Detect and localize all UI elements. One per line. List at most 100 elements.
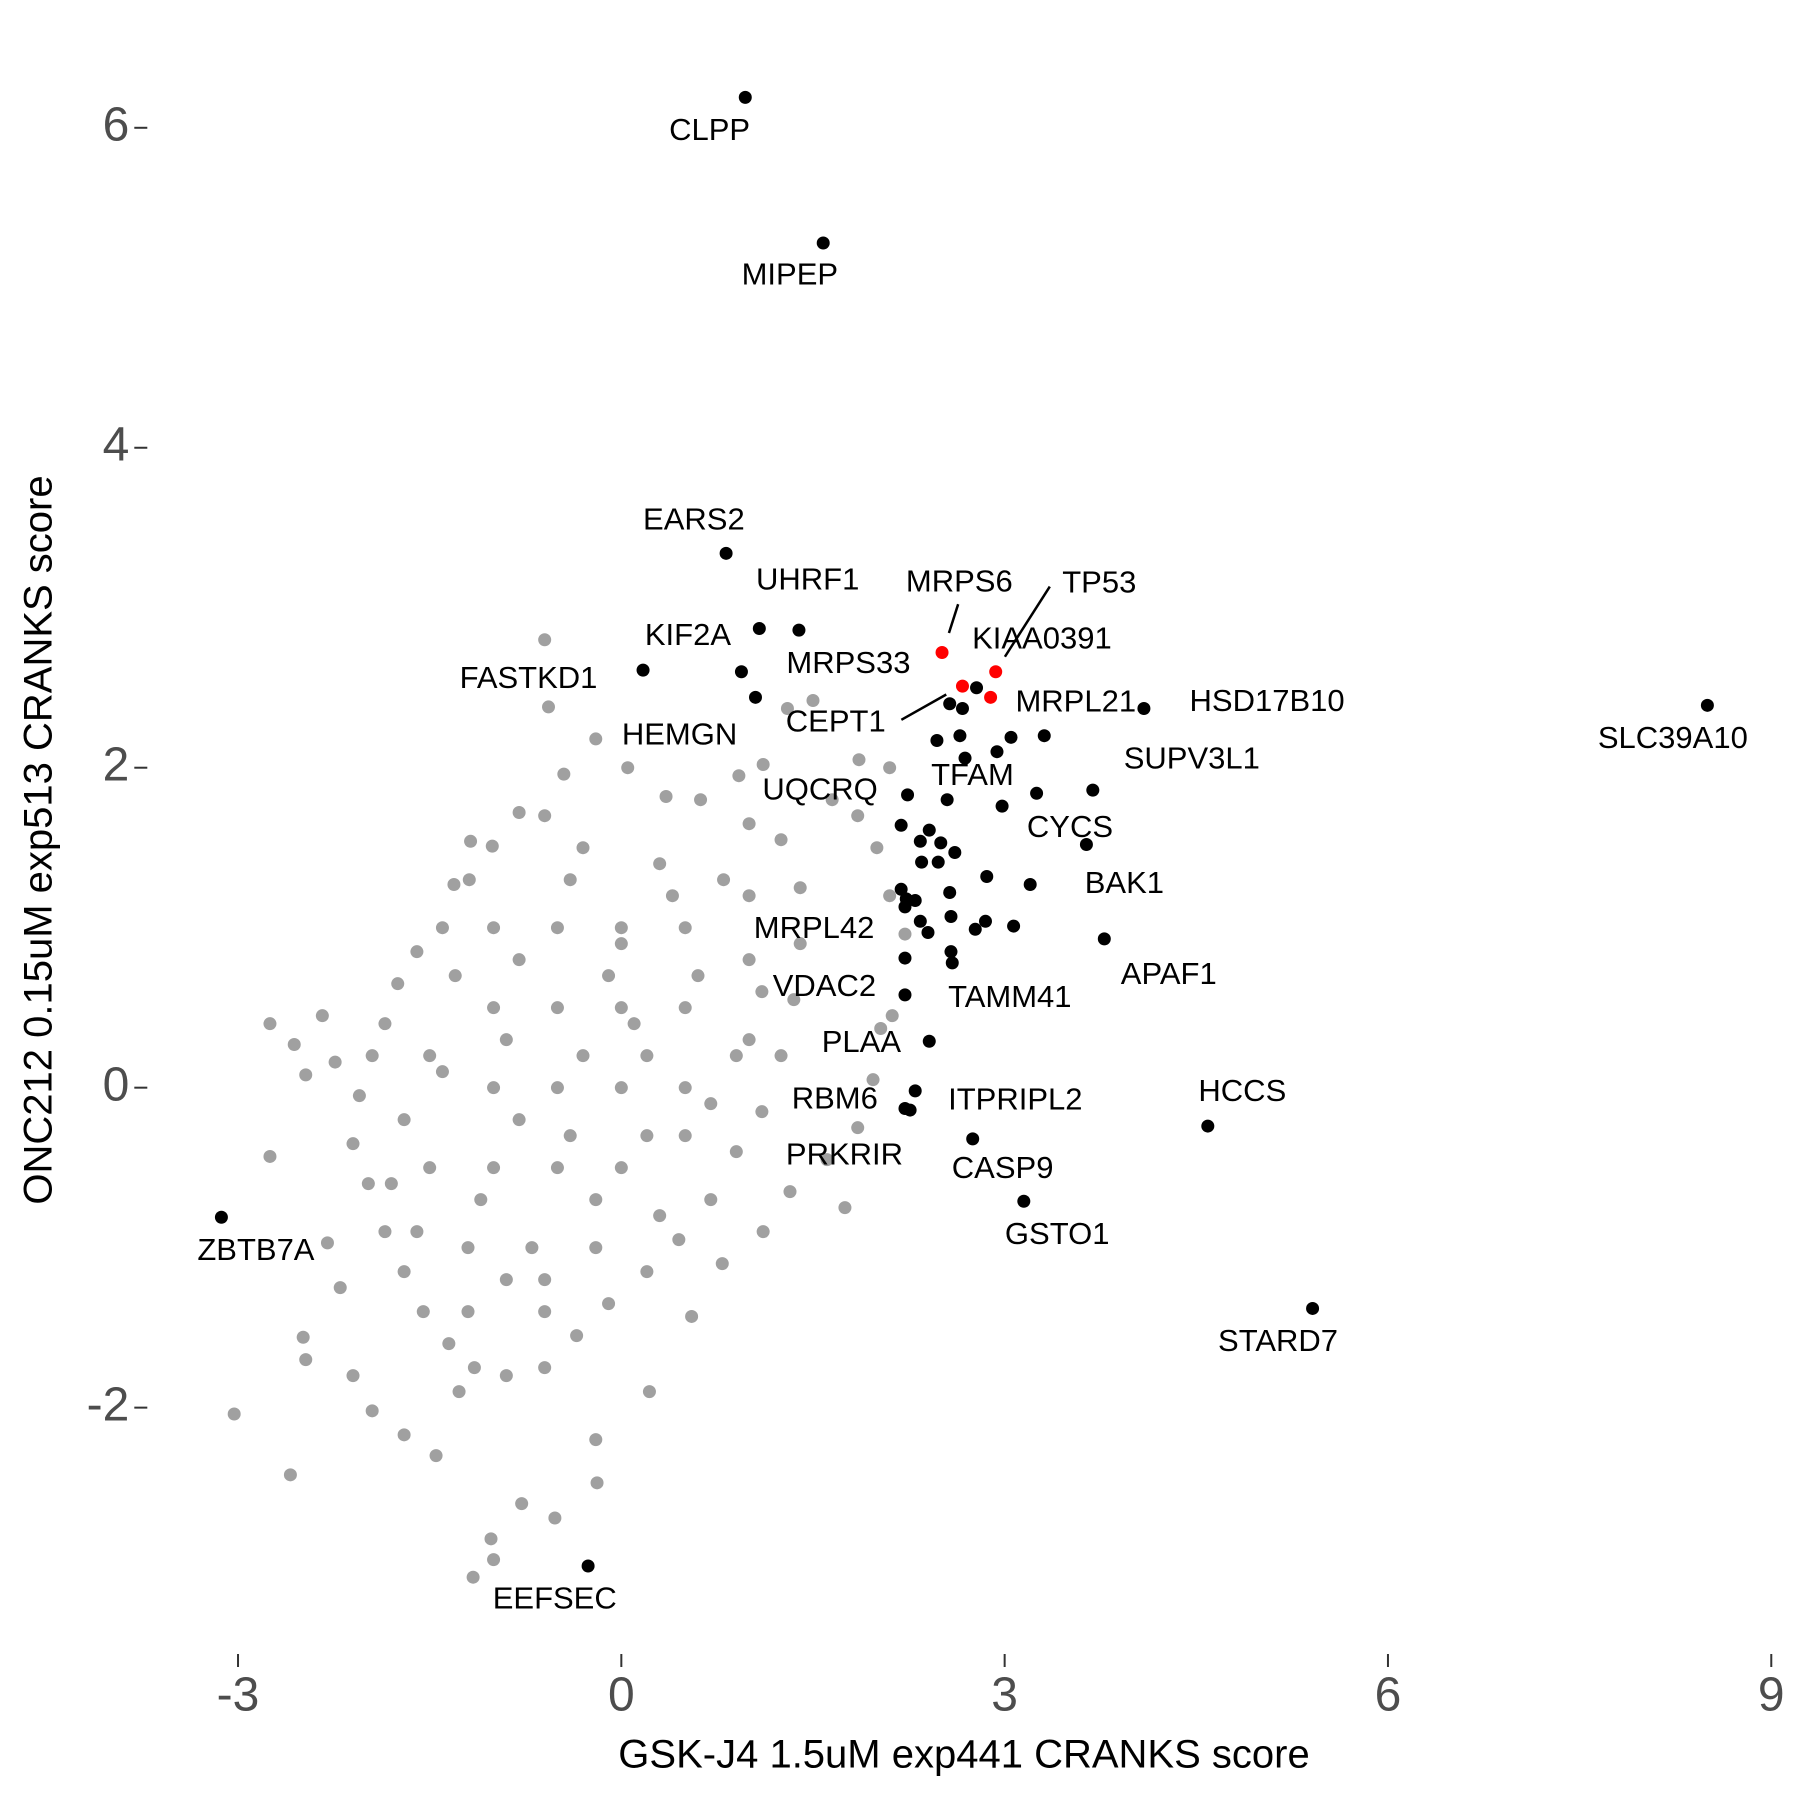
point-label: APAF1 bbox=[1121, 956, 1217, 991]
point bbox=[1700, 698, 1714, 712]
point bbox=[378, 1225, 392, 1239]
point bbox=[738, 90, 752, 104]
point bbox=[621, 761, 635, 775]
point-label: MRPS33 bbox=[786, 645, 910, 680]
point bbox=[898, 951, 912, 965]
point-label: EEFSEC bbox=[493, 1581, 617, 1616]
point bbox=[908, 893, 922, 907]
point bbox=[704, 1097, 718, 1111]
point bbox=[783, 1185, 797, 1199]
point bbox=[515, 1497, 529, 1511]
point bbox=[838, 1201, 852, 1215]
point bbox=[346, 1369, 360, 1383]
point bbox=[283, 1468, 297, 1482]
point-label: TAMM41 bbox=[948, 979, 1071, 1014]
point bbox=[589, 1433, 603, 1447]
point bbox=[487, 921, 501, 935]
point bbox=[442, 1337, 456, 1351]
point bbox=[461, 1305, 475, 1319]
point bbox=[391, 977, 405, 991]
point bbox=[732, 769, 746, 783]
point bbox=[636, 663, 650, 677]
point bbox=[499, 1033, 513, 1047]
point bbox=[653, 1209, 667, 1223]
point-label: ITPRIPL2 bbox=[948, 1081, 1082, 1116]
point-label: TP53 bbox=[1062, 564, 1136, 599]
point bbox=[512, 953, 526, 967]
point bbox=[602, 969, 616, 983]
point bbox=[953, 729, 967, 743]
point bbox=[898, 988, 912, 1002]
point bbox=[464, 834, 478, 848]
point bbox=[263, 1017, 277, 1031]
point bbox=[627, 1017, 641, 1031]
point bbox=[945, 956, 959, 970]
point bbox=[653, 857, 667, 871]
point bbox=[894, 882, 908, 896]
point bbox=[719, 546, 733, 560]
point bbox=[1097, 932, 1111, 946]
point bbox=[538, 1305, 552, 1319]
point bbox=[970, 681, 984, 695]
point bbox=[944, 909, 958, 923]
point bbox=[903, 1103, 917, 1117]
point bbox=[774, 1049, 788, 1063]
point bbox=[423, 1049, 437, 1063]
point bbox=[894, 818, 908, 832]
point bbox=[851, 809, 865, 823]
y-tick-label: 2 bbox=[103, 738, 130, 791]
y-tick-label: 6 bbox=[103, 98, 130, 151]
point bbox=[715, 1257, 729, 1271]
point-label: PRKRIR bbox=[786, 1136, 903, 1171]
point bbox=[780, 702, 794, 716]
point bbox=[589, 1241, 603, 1255]
point bbox=[640, 1265, 654, 1279]
x-tick-label: -3 bbox=[217, 1669, 260, 1722]
point bbox=[685, 1309, 699, 1323]
point bbox=[614, 921, 628, 935]
point bbox=[704, 1193, 718, 1207]
point-label: TFAM bbox=[931, 757, 1014, 792]
point bbox=[361, 1177, 375, 1191]
point bbox=[931, 855, 945, 869]
point-label: GSTO1 bbox=[1005, 1216, 1110, 1251]
point bbox=[968, 922, 982, 936]
point-label: FASTKD1 bbox=[460, 660, 598, 695]
point bbox=[792, 623, 806, 637]
point-label: UQCRQ bbox=[762, 772, 877, 807]
point bbox=[883, 889, 897, 903]
point bbox=[944, 945, 958, 959]
point bbox=[990, 745, 1004, 759]
y-tick-label: -2 bbox=[87, 1378, 130, 1431]
point bbox=[485, 839, 499, 853]
point bbox=[576, 841, 590, 855]
point bbox=[1023, 877, 1037, 891]
point bbox=[538, 809, 552, 823]
point bbox=[852, 753, 866, 767]
point bbox=[742, 889, 756, 903]
point bbox=[466, 1570, 480, 1584]
x-tick-label: 0 bbox=[608, 1669, 635, 1722]
point bbox=[642, 1385, 656, 1399]
point bbox=[263, 1149, 277, 1163]
point bbox=[1030, 786, 1044, 800]
point-label: MIPEP bbox=[742, 257, 838, 292]
point bbox=[694, 793, 708, 807]
point bbox=[640, 1129, 654, 1143]
y-tick-label: 4 bbox=[103, 418, 130, 471]
x-axis-title: GSK-J4 1.5uM exp441 CRANKS score bbox=[618, 1733, 1309, 1777]
point bbox=[940, 793, 954, 807]
point bbox=[793, 881, 807, 895]
point bbox=[806, 694, 820, 708]
point bbox=[755, 1105, 769, 1119]
point bbox=[435, 921, 449, 935]
point bbox=[955, 679, 969, 693]
point bbox=[930, 734, 944, 748]
point bbox=[958, 751, 972, 765]
point bbox=[512, 806, 526, 820]
point bbox=[851, 1121, 865, 1135]
point-label: STARD7 bbox=[1218, 1323, 1338, 1358]
point bbox=[346, 1137, 360, 1151]
point bbox=[448, 969, 462, 983]
